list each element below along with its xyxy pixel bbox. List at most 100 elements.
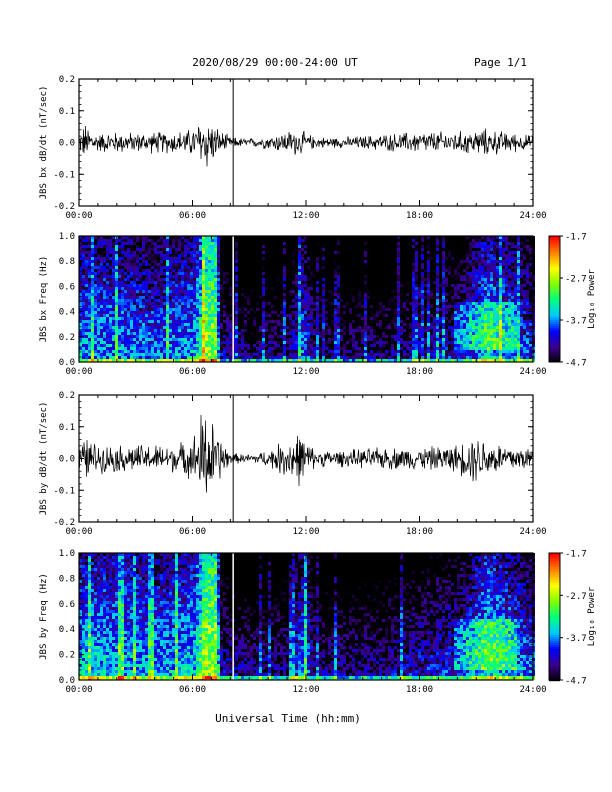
spectrogram-cell — [352, 251, 355, 254]
spectrogram-cell — [289, 263, 292, 266]
spectrogram-cell — [118, 350, 121, 353]
spectrogram-cell — [133, 335, 136, 338]
spectrogram-cell — [103, 299, 106, 302]
spectrogram-cell — [112, 287, 115, 290]
spectrogram-cell — [130, 344, 133, 347]
spectrogram-cell — [244, 272, 247, 275]
spectrogram-cell — [394, 299, 397, 302]
spectrogram-cell — [400, 341, 403, 344]
spectrogram-cell — [373, 248, 376, 251]
spectrogram-cell — [85, 281, 88, 284]
spectrogram-cell — [391, 284, 394, 287]
spectrogram-cell — [127, 242, 130, 245]
spectrogram-cell — [412, 254, 415, 257]
spectrogram-cell — [142, 320, 145, 323]
spectrogram-cell — [148, 350, 151, 353]
spectrogram-cell — [115, 332, 118, 335]
spectrogram-cell — [241, 326, 244, 329]
spectrogram-cell — [94, 254, 97, 257]
spectrogram-cell — [283, 338, 286, 341]
spectrogram-cell — [160, 278, 163, 281]
spectrogram-cell — [286, 251, 289, 254]
spectrogram-cell — [394, 320, 397, 323]
spectrogram-cell — [298, 350, 301, 353]
spectrogram-cell — [226, 314, 229, 317]
spectrogram-cell — [388, 338, 391, 341]
spectrogram-cell — [313, 326, 316, 329]
spectrogram-cell — [193, 251, 196, 254]
spectrogram-cell — [112, 311, 115, 314]
spectrogram-cell — [379, 326, 382, 329]
spectrogram-cell — [193, 341, 196, 344]
spectrogram-cell — [178, 251, 181, 254]
spectrogram-cell — [136, 347, 139, 350]
spectrogram-cell — [244, 287, 247, 290]
spectrogram-cell — [382, 341, 385, 344]
spectrogram-cell — [91, 245, 94, 248]
spectrogram-cell — [112, 299, 115, 302]
spectrogram-cell — [328, 293, 331, 296]
spectrogram-cell — [277, 344, 280, 347]
spectrogram-cell — [112, 302, 115, 305]
spectrogram-cell — [271, 332, 274, 335]
spectrogram-cell — [358, 311, 361, 314]
spectrogram-cell — [172, 242, 175, 245]
spectrogram-cell — [214, 335, 217, 338]
spectrogram-cell — [88, 260, 91, 263]
spectrogram-cell — [301, 245, 304, 248]
spectrogram-cell — [94, 347, 97, 350]
spectrogram-cell — [340, 308, 343, 311]
spectrogram-cell — [127, 302, 130, 305]
spectrogram-cell — [88, 287, 91, 290]
spectrogram-cell — [175, 335, 178, 338]
spectrogram-cell — [349, 323, 352, 326]
spectrogram-cell — [409, 353, 412, 356]
spectrogram-cell — [418, 278, 421, 281]
spectrogram-cell — [250, 296, 253, 299]
spectrogram-cell — [340, 347, 343, 350]
spectrogram-cell — [175, 266, 178, 269]
spectrogram-cell — [316, 347, 319, 350]
spectrogram-cell — [343, 245, 346, 248]
spectrogram-cell — [247, 329, 250, 332]
spectrogram-cell — [331, 284, 334, 287]
spectrogram-cell — [229, 296, 232, 299]
spectrogram-cell — [328, 350, 331, 353]
spectrogram-cell — [118, 326, 121, 329]
spectrogram-cell — [373, 341, 376, 344]
spectrogram-cell — [370, 311, 373, 314]
spectrogram-cell — [142, 326, 145, 329]
spectrogram-cell — [202, 305, 205, 308]
spectrogram-cell — [241, 248, 244, 251]
spectrogram-cell — [421, 347, 424, 350]
spectrogram-cell — [118, 248, 121, 251]
spectrogram-cell — [313, 344, 316, 347]
spectrogram-cell — [364, 263, 367, 266]
spectrogram-cell — [358, 323, 361, 326]
spectrogram-cell — [358, 275, 361, 278]
spectrogram-cell — [253, 320, 256, 323]
spectrogram-cell — [235, 338, 238, 341]
spectrogram-cell — [184, 311, 187, 314]
spectrogram-cell — [88, 329, 91, 332]
spectrogram-cell — [220, 320, 223, 323]
spectrogram-cell — [247, 296, 250, 299]
spectrogram-cell — [112, 242, 115, 245]
spectrogram-cell — [106, 281, 109, 284]
spectrogram-cell — [262, 275, 265, 278]
spectrogram-cell — [118, 341, 121, 344]
spectrogram-cell — [421, 302, 424, 305]
spectrogram-cell — [145, 314, 148, 317]
spectrogram-cell — [376, 353, 379, 356]
spectrogram-cell — [202, 347, 205, 350]
spectrogram-cell — [373, 317, 376, 320]
spectrogram-cell — [391, 305, 394, 308]
spectrogram-cell — [352, 317, 355, 320]
spectrogram-cell — [148, 272, 151, 275]
spectrogram-cell — [415, 347, 418, 350]
spectrogram-cell — [322, 254, 325, 257]
spectrogram-cell — [412, 242, 415, 245]
spectrogram-cell — [148, 338, 151, 341]
spectrogram-cell — [271, 329, 274, 332]
spectrogram-cell — [415, 251, 418, 254]
